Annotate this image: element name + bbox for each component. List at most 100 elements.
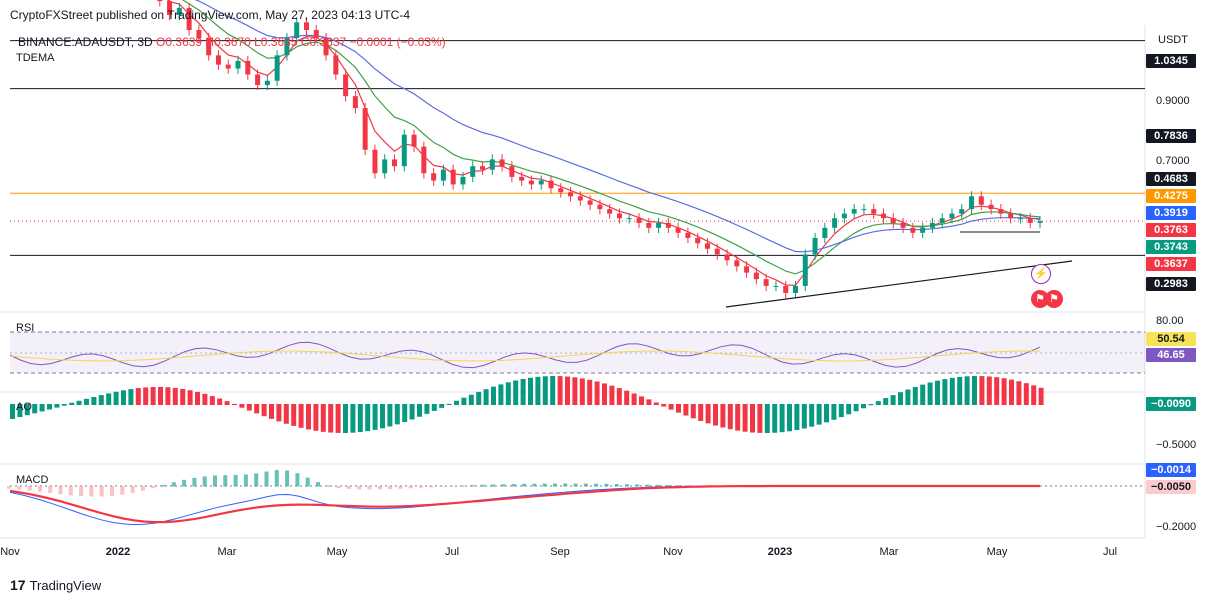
ao-bar	[335, 404, 341, 433]
ao-bar	[498, 384, 504, 405]
ao-bar	[757, 404, 763, 433]
ao-bar	[550, 376, 556, 405]
candle-body	[773, 285, 779, 287]
candle-body	[313, 30, 319, 39]
rsi-signal-line	[9, 350, 1041, 362]
rsi-label[interactable]: RSI	[16, 322, 35, 334]
macd-histogram-bar	[48, 486, 53, 494]
ao-bar	[483, 389, 489, 405]
macd-tick: −0.2000	[1156, 521, 1197, 533]
x-label-jul-2: Jul	[1102, 546, 1118, 558]
candle-body	[499, 159, 505, 167]
ao-bar	[927, 382, 933, 405]
ao-bar	[668, 404, 674, 410]
ao-bar	[750, 404, 755, 433]
ao-bar	[47, 404, 52, 410]
macd-histogram-bar	[233, 474, 238, 487]
rsi-line	[9, 341, 1041, 369]
us-flag-icon[interactable]: ⚑	[1045, 290, 1063, 308]
ao-bar	[772, 404, 778, 433]
ao-bar	[328, 404, 334, 433]
axis-unit: USDT	[1158, 34, 1188, 46]
macd-label[interactable]: MACD	[16, 474, 49, 486]
candle-body	[675, 227, 681, 233]
ao-bar	[254, 404, 260, 414]
macd-histogram-bar	[110, 486, 114, 496]
ao-bar	[402, 404, 408, 423]
ao-bar	[239, 404, 245, 408]
macd-histogram-bar	[604, 483, 609, 487]
candle-body	[489, 159, 495, 170]
macd-signal-line	[9, 484, 1040, 524]
candle-body	[988, 204, 994, 210]
macd-histogram-bar	[295, 473, 300, 487]
ao-bar	[283, 404, 289, 424]
x-label-nov-2: Nov	[663, 546, 683, 558]
symbol-line: BINANCE:ADAUSDT, 3D O0.3639 H0.3670 L0.3…	[18, 35, 446, 49]
ao-bar	[454, 400, 459, 405]
macd-histogram-bar	[182, 479, 187, 487]
ao-bar	[890, 395, 896, 405]
x-label-mar: Mar	[217, 546, 237, 558]
ao-bar	[135, 388, 141, 405]
candle-body	[421, 146, 427, 174]
candle-body	[841, 213, 847, 219]
macd-histogram-bar	[625, 484, 629, 487]
ao-bar	[505, 382, 511, 405]
candle-body	[352, 96, 358, 109]
ao-bar	[409, 404, 415, 420]
macd-histogram-bar	[79, 486, 84, 497]
ao-bar	[298, 404, 304, 428]
candle-body	[519, 176, 525, 181]
ao-bar	[143, 387, 149, 405]
ao-bar	[261, 404, 267, 417]
x-label-mar-2: Mar	[879, 546, 899, 558]
candle-body	[753, 272, 759, 280]
ao-bar	[180, 388, 186, 405]
macd-histogram-bar	[274, 470, 279, 487]
ao-label[interactable]: AO	[16, 401, 32, 413]
ao-bar	[380, 404, 385, 429]
candle-body	[685, 232, 691, 238]
candle-body	[969, 196, 975, 210]
candle-body	[528, 180, 534, 185]
candle-body	[783, 285, 789, 293]
ao-bar	[587, 379, 593, 405]
candle-body	[558, 188, 564, 193]
ao-bar	[439, 404, 445, 408]
us-flag-icon[interactable]: ⚑	[1031, 290, 1049, 308]
macd-histogram-bar	[439, 486, 444, 487]
ao-bar	[365, 404, 371, 432]
candle-body	[225, 64, 231, 69]
candle-body	[587, 200, 593, 205]
x-label-2022: 2022	[105, 546, 131, 558]
candle-body	[929, 222, 935, 228]
candle-body	[431, 173, 437, 181]
ao-bar	[831, 404, 837, 420]
macd-histogram-bar	[676, 485, 681, 487]
macd-histogram-bar	[357, 486, 362, 490]
candle-body	[1017, 218, 1023, 220]
price-label-0.3637: 0.3637	[1146, 257, 1196, 271]
ao-bar	[424, 404, 430, 414]
tradingview-logo[interactable]: 17 TradingView	[10, 577, 101, 593]
macd-histogram-bar	[161, 484, 166, 487]
price-label-0.3763: 0.3763	[1146, 223, 1196, 237]
candle-body	[802, 254, 808, 286]
symbol-name[interactable]: BINANCE:ADAUSDT, 3D	[18, 35, 153, 49]
lightning-icon[interactable]: ⚡	[1031, 264, 1051, 284]
macd-histogram-bar	[130, 486, 135, 493]
ao-bar	[949, 377, 955, 405]
x-label-2023: 2023	[767, 546, 793, 558]
ao-bar	[690, 404, 696, 419]
macd-histogram-bar	[501, 484, 506, 487]
ao-bar	[979, 376, 985, 405]
candle-body	[978, 196, 984, 205]
ao-bar	[39, 404, 45, 412]
macd-value: −0.0014	[1146, 463, 1196, 477]
ao-bar	[306, 404, 311, 430]
price-label-0.4275: 0.4275	[1146, 189, 1196, 203]
tdema-label[interactable]: TDEMA	[16, 52, 55, 64]
candle-body	[812, 237, 818, 255]
